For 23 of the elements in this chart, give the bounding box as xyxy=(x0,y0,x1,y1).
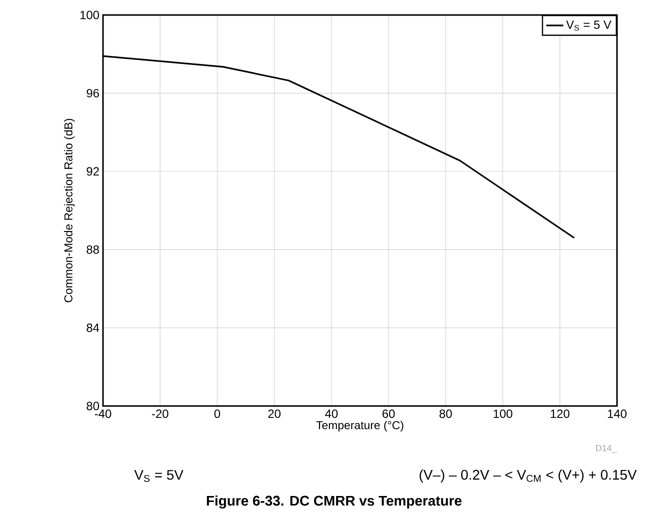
x-tick-label: 60 xyxy=(382,410,395,418)
x-tick-label: 80 xyxy=(440,410,452,418)
x-tick-label: 100 xyxy=(494,410,512,418)
text: Figure 6-33. DC CMRR vs Temperature xyxy=(206,495,462,509)
y-tick-label: 88 xyxy=(86,245,99,254)
y-tick-label: 96 xyxy=(86,88,99,98)
legend-label: V$_{S}$ = 5 V xyxy=(566,20,612,31)
x-tick-label: 20 xyxy=(268,410,281,418)
y-tick-label: 92 xyxy=(86,167,99,176)
y-tick-label: 100 xyxy=(80,10,100,20)
x-tick-label: 120 xyxy=(550,410,570,418)
x-axis-title: Temperature (°C) xyxy=(316,420,404,432)
x-tick-label: 0 xyxy=(214,410,220,418)
x-tick-label: -40 xyxy=(94,410,112,418)
y-tick-label: 80 xyxy=(86,402,100,410)
text: V$_{S}$ = 5V xyxy=(134,470,184,482)
y-axis-title: Common-Mode Rejection Ratio (dB) xyxy=(64,118,75,302)
y-tick-label: 84 xyxy=(86,324,100,332)
text: (V–) – 0.2V – < V$_{CM}$ < (V+) + 0.15V xyxy=(420,469,637,482)
x-tick-label: 140 xyxy=(608,410,627,418)
x-tick-label: -20 xyxy=(152,410,168,418)
text: D14_ xyxy=(596,445,617,453)
x-tick-label: 40 xyxy=(325,410,338,418)
